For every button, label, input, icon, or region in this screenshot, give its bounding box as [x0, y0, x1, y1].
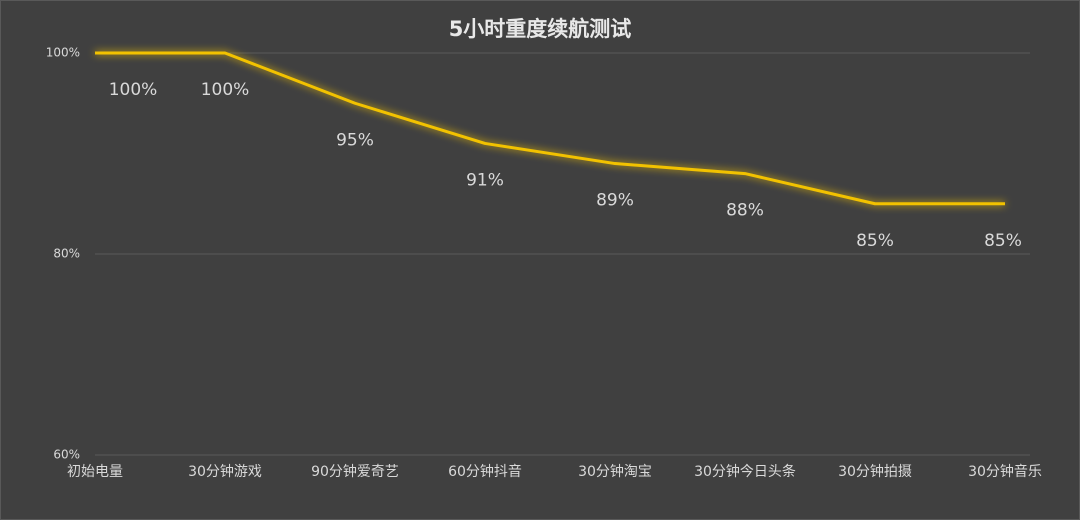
x-tick-label: 30分钟今日头条	[694, 463, 796, 480]
value-label: 91%	[466, 170, 504, 190]
value-label: 100%	[109, 80, 158, 100]
chart-title: 5小时重度续航测试	[449, 17, 632, 41]
y-tick-label: 60%	[53, 448, 80, 462]
value-label: 85%	[856, 231, 894, 251]
x-tick-label: 初始电量	[67, 463, 123, 480]
value-label: 100%	[201, 80, 250, 100]
x-tick-label: 30分钟拍摄	[838, 463, 912, 480]
x-tick-label: 60分钟抖音	[448, 463, 522, 480]
x-tick-label: 30分钟淘宝	[578, 463, 652, 480]
value-label: 85%	[984, 231, 1022, 251]
y-tick-label: 100%	[46, 46, 80, 60]
value-label: 89%	[596, 191, 634, 211]
value-label: 95%	[336, 130, 374, 150]
y-tick-label: 80%	[53, 247, 80, 261]
x-tick-label: 90分钟爱奇艺	[311, 463, 399, 480]
line	[95, 51, 1005, 206]
x-tick-label: 30分钟游戏	[188, 463, 262, 480]
value-label: 88%	[726, 201, 764, 221]
x-tick-label: 30分钟音乐	[968, 463, 1042, 480]
